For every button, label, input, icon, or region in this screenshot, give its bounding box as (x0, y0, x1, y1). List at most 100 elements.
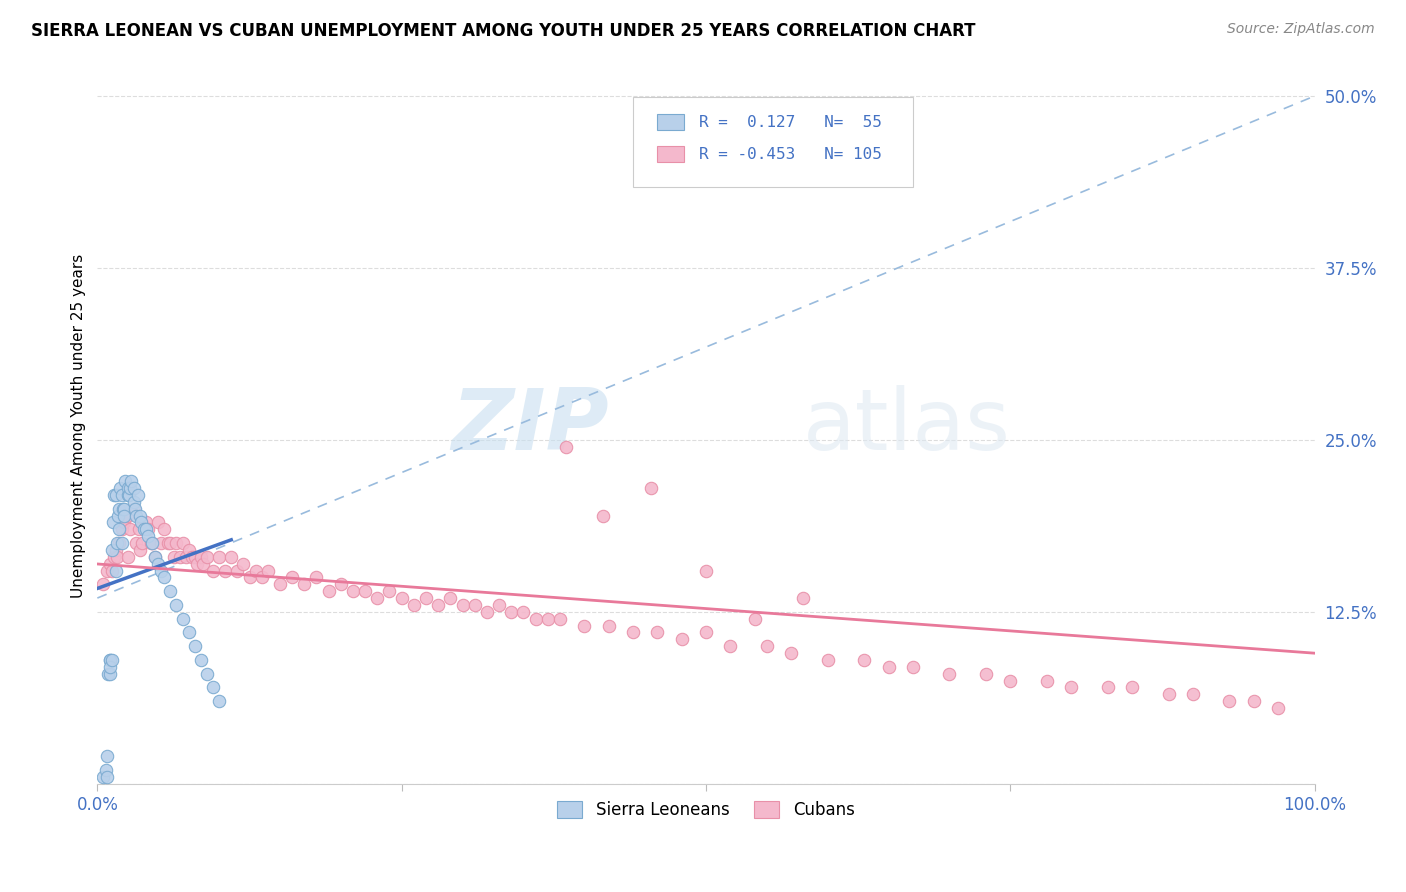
Text: ZIP: ZIP (451, 384, 609, 467)
Point (96, 770, 118, 784)
Point (149, 564, 172, 578)
Point (122, 481, 145, 495)
Point (139, 536, 162, 550)
Point (156, 536, 179, 550)
Point (817, 653, 839, 667)
Point (97, 666, 120, 681)
FancyBboxPatch shape (657, 114, 685, 130)
Point (166, 598, 188, 612)
Point (208, 694, 231, 708)
Point (342, 584, 364, 599)
Point (159, 584, 181, 599)
Point (120, 474, 142, 488)
Point (127, 488, 149, 502)
Point (214, 564, 236, 578)
Point (1243, 694, 1265, 708)
Point (901, 660, 924, 674)
Point (501, 605, 523, 619)
Point (129, 508, 152, 523)
Text: SIERRA LEONEAN VS CUBAN UNEMPLOYMENT AMONG YOUTH UNDER 25 YEARS CORRELATION CHAR: SIERRA LEONEAN VS CUBAN UNEMPLOYMENT AMO… (31, 22, 976, 40)
Point (159, 536, 181, 550)
Point (208, 549, 231, 564)
Point (1121, 681, 1143, 695)
Point (1000, 673, 1022, 688)
Point (718, 639, 741, 653)
Point (94, 763, 117, 777)
Point (141, 536, 163, 550)
Point (183, 549, 205, 564)
Point (135, 516, 157, 530)
Point (120, 481, 142, 495)
Point (163, 549, 186, 564)
Point (415, 591, 437, 605)
Point (108, 501, 131, 516)
Point (114, 474, 136, 488)
Point (98, 653, 121, 667)
Y-axis label: Unemployment Among Youth under 25 years: Unemployment Among Youth under 25 years (72, 254, 86, 599)
Point (238, 570, 260, 584)
Point (105, 536, 128, 550)
Point (1181, 687, 1204, 701)
Point (124, 501, 146, 516)
Point (877, 660, 900, 674)
Point (111, 501, 134, 516)
Point (174, 549, 197, 564)
Point (107, 508, 129, 523)
Point (104, 564, 127, 578)
Point (193, 557, 215, 571)
Point (112, 508, 135, 523)
Point (93, 770, 115, 784)
Point (555, 440, 578, 454)
Point (256, 564, 278, 578)
Point (149, 536, 172, 550)
Point (292, 577, 315, 591)
Point (104, 542, 127, 557)
Point (111, 488, 134, 502)
Point (574, 618, 596, 632)
Point (115, 508, 138, 523)
Point (169, 549, 191, 564)
Point (101, 516, 124, 530)
Point (250, 570, 273, 584)
Point (512, 605, 534, 619)
Point (96, 564, 118, 578)
Point (201, 564, 224, 578)
Point (166, 536, 188, 550)
Point (1267, 701, 1289, 715)
Point (427, 598, 450, 612)
Point (172, 536, 194, 550)
Point (439, 591, 461, 605)
Point (93, 577, 115, 591)
Point (671, 632, 693, 647)
Point (105, 549, 128, 564)
Point (117, 481, 139, 495)
Point (148, 516, 170, 530)
Point (129, 516, 152, 530)
Point (354, 584, 377, 599)
Point (143, 549, 166, 564)
Point (524, 612, 547, 626)
Point (938, 666, 960, 681)
Point (219, 549, 242, 564)
Point (111, 522, 134, 536)
Point (695, 564, 717, 578)
Point (138, 529, 160, 543)
Point (1218, 694, 1240, 708)
Point (172, 612, 194, 626)
Point (112, 516, 135, 530)
Point (101, 542, 124, 557)
Legend: Sierra Leoneans, Cubans: Sierra Leoneans, Cubans (551, 794, 862, 825)
Point (391, 591, 413, 605)
Point (475, 605, 498, 619)
Point (120, 522, 142, 536)
Point (1097, 681, 1119, 695)
Point (318, 584, 340, 599)
Point (118, 488, 141, 502)
Point (96, 749, 118, 764)
Point (190, 653, 212, 667)
Point (110, 481, 132, 495)
Point (103, 549, 125, 564)
Point (141, 536, 163, 550)
Point (402, 598, 425, 612)
Text: R = -0.453   N= 105: R = -0.453 N= 105 (699, 147, 882, 161)
